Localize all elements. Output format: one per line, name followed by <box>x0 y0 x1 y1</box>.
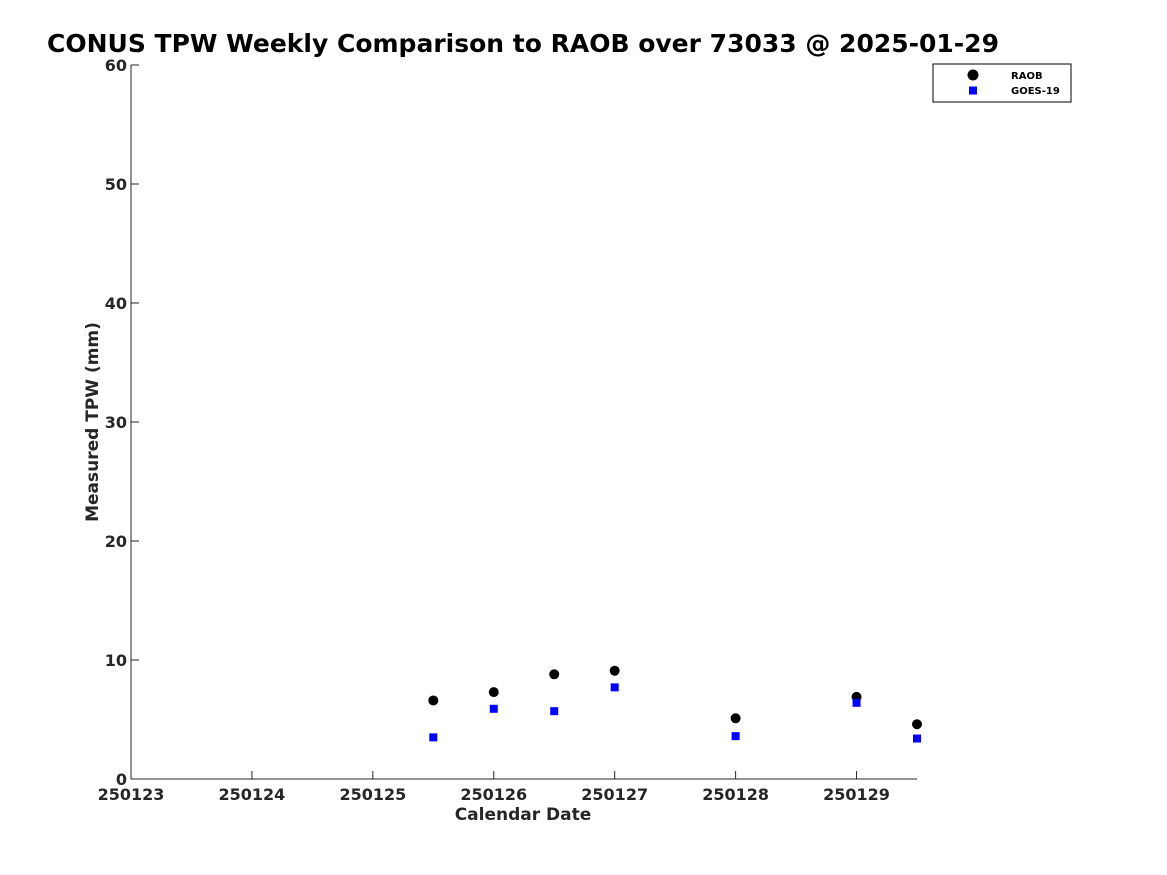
x-tick-label: 250128 <box>702 785 769 804</box>
legend-raob-marker <box>967 69 979 81</box>
x-tick-label: 250127 <box>581 785 648 804</box>
legend-goes-marker <box>969 86 977 95</box>
y-tick-label: 60 <box>105 56 127 75</box>
data-points <box>428 665 922 743</box>
y-tick-label: 0 <box>116 770 127 789</box>
raob-point <box>609 665 620 676</box>
y-axis-ticks: 0 10 20 30 40 50 60 <box>105 56 139 789</box>
x-axis-label: Calendar Date <box>455 805 592 825</box>
goes-19-point <box>913 734 921 743</box>
x-tick-label: 250124 <box>219 785 286 804</box>
raob-point <box>549 669 560 680</box>
goes-19-point <box>852 698 861 707</box>
goes-19-point <box>489 704 498 713</box>
legend-box <box>932 63 1072 103</box>
y-axis-label: Measured TPW (mm) <box>83 322 103 522</box>
y-tick-label: 40 <box>105 294 127 313</box>
y-tick-label: 50 <box>105 175 127 194</box>
x-tick-label: 250123 <box>98 785 165 804</box>
x-tick-label: 250125 <box>339 785 406 804</box>
goes-19-point <box>731 732 740 741</box>
legend: RAOB GOES-19 <box>932 63 1072 103</box>
raob-point <box>488 687 499 698</box>
raob-point <box>912 719 922 730</box>
y-tick-label: 20 <box>105 532 127 551</box>
chart-title: CONUS TPW Weekly Comparison to RAOB over… <box>47 29 999 58</box>
legend-raob-label: RAOB <box>1011 71 1043 82</box>
goes-19-point <box>550 707 559 716</box>
goes-19-point <box>610 683 619 692</box>
y-tick-label: 30 <box>105 413 127 432</box>
x-axis-ticks: 250123 250124 250125 250126 250127 250128 2501… <box>98 771 890 804</box>
x-tick-label: 250129 <box>823 785 890 804</box>
legend-goes-label: GOES-19 <box>1011 86 1060 97</box>
x-tick-label: 250126 <box>460 785 527 804</box>
raob-point <box>730 713 741 724</box>
raob-point <box>428 695 439 706</box>
y-tick-label: 10 <box>105 651 127 670</box>
goes-19-point <box>429 733 438 742</box>
